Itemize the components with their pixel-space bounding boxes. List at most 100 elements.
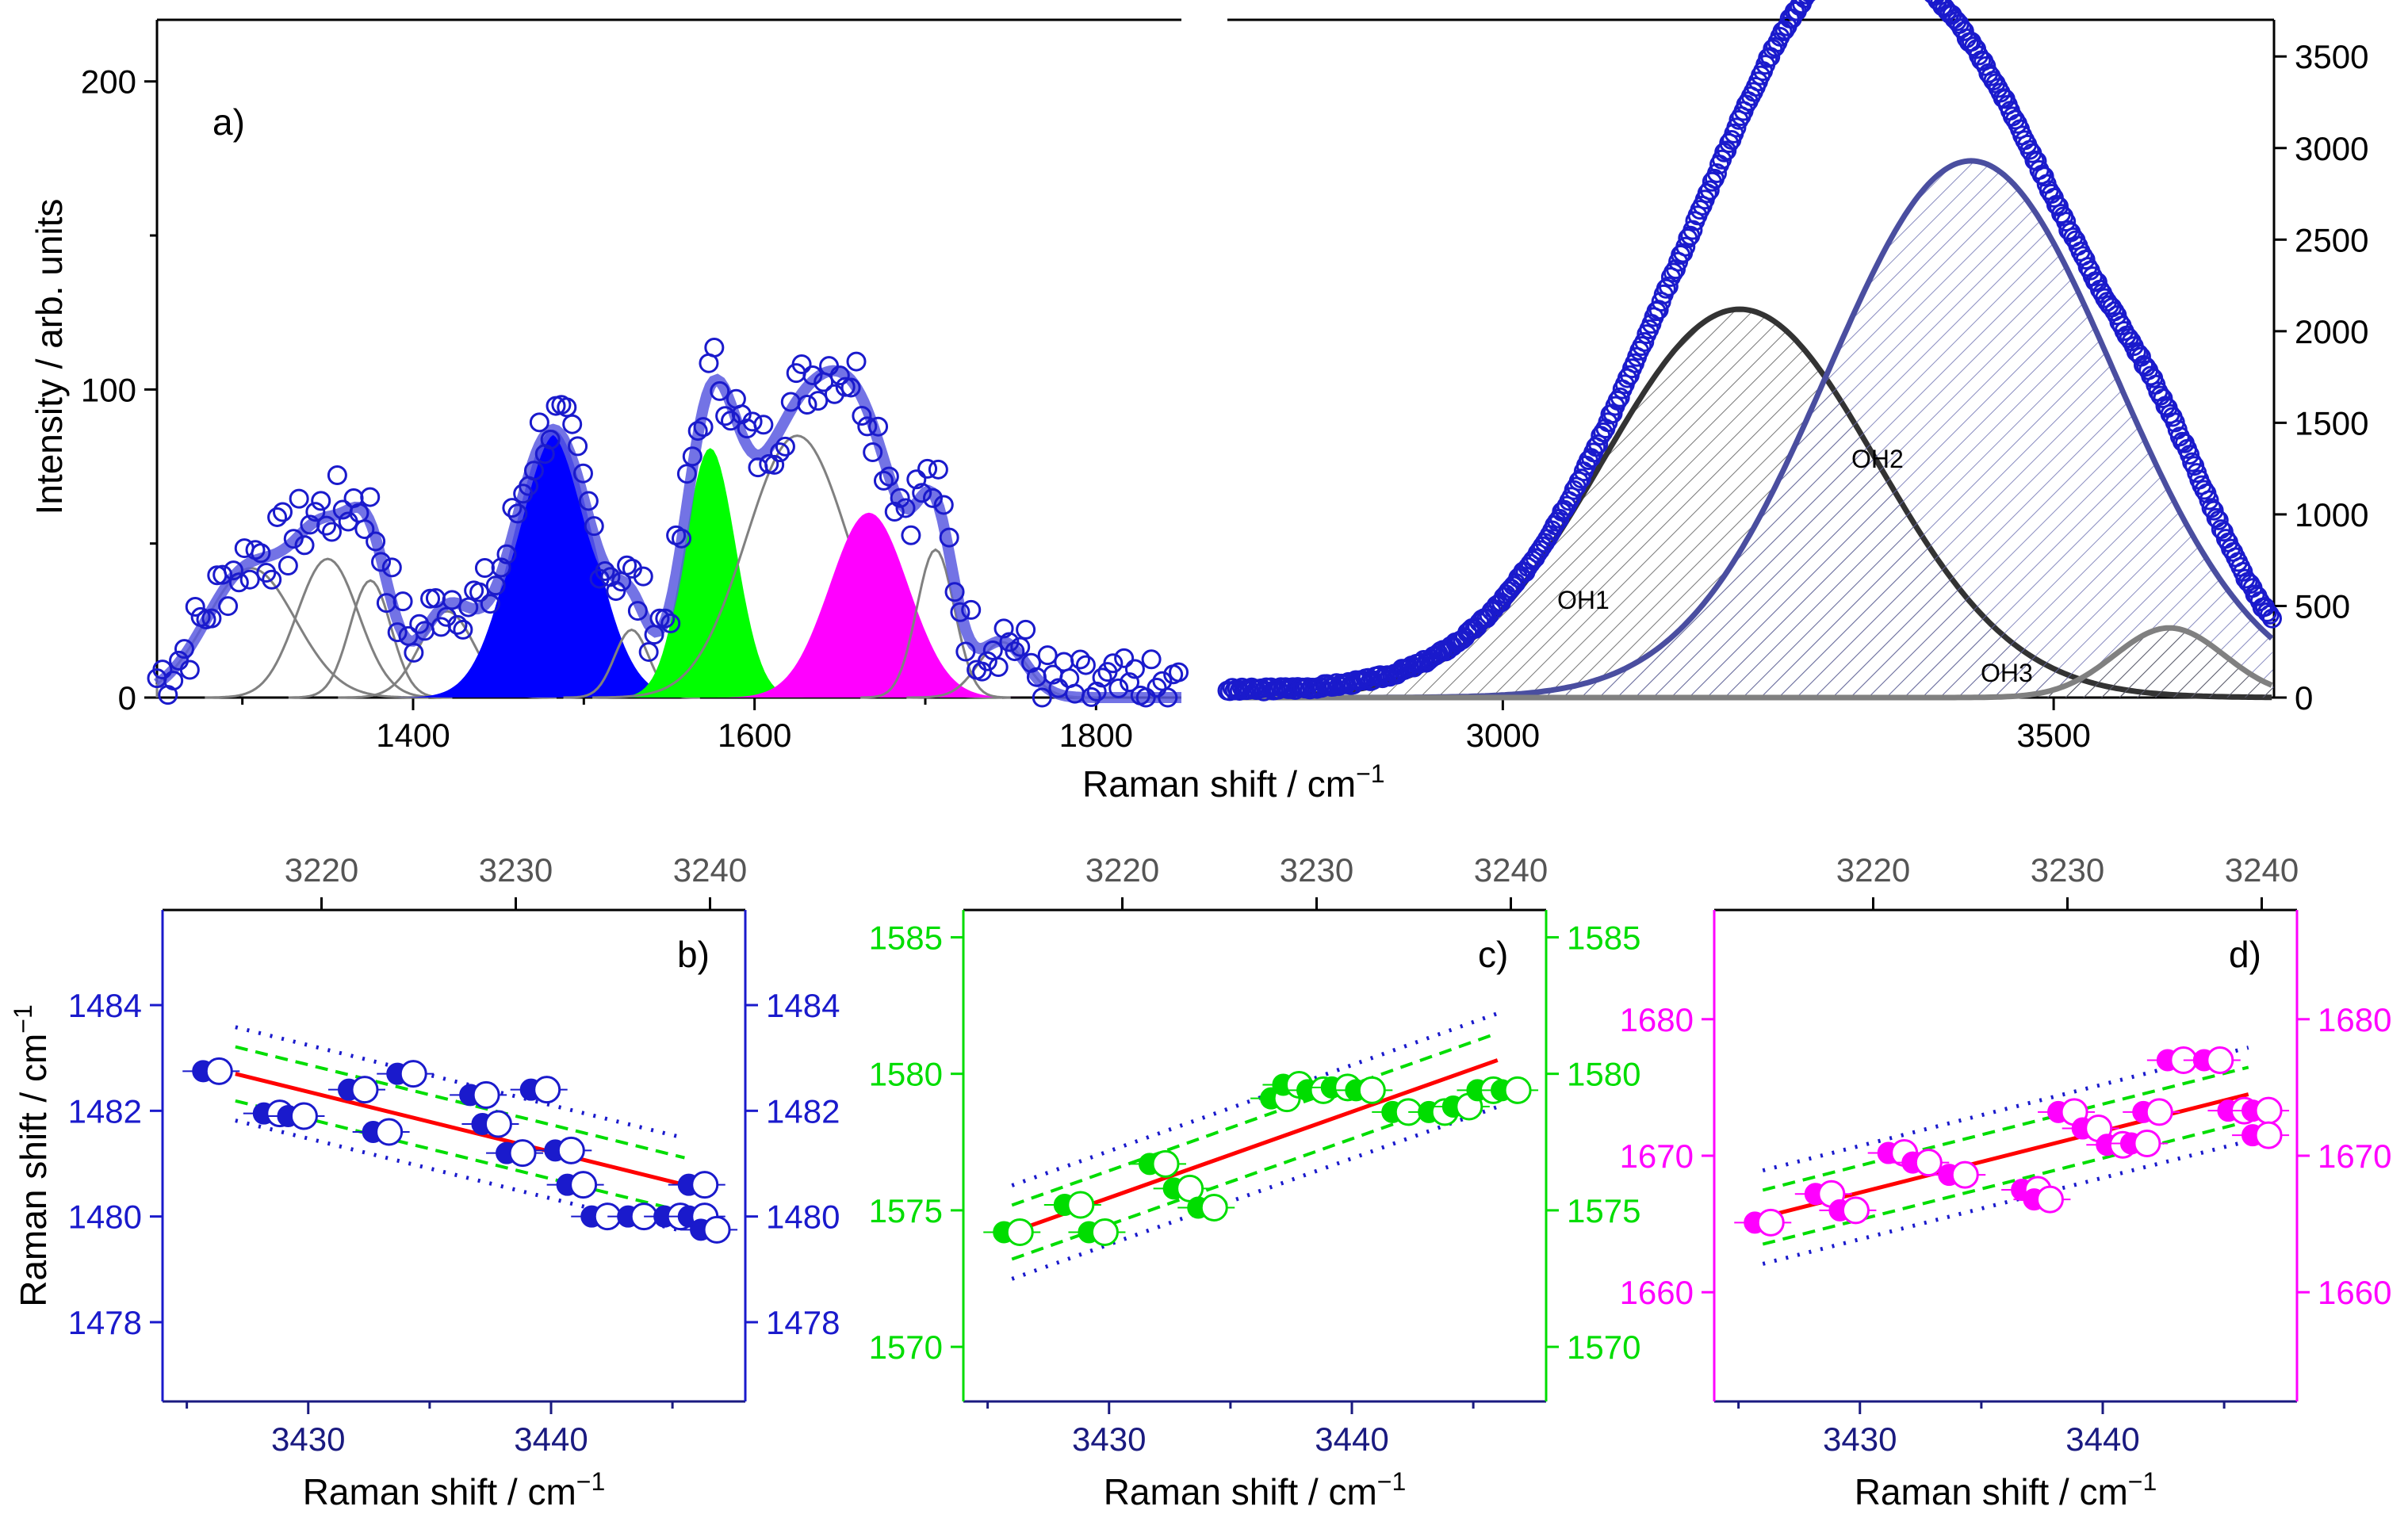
data-point-open <box>1951 1160 1979 1189</box>
data-point <box>808 391 829 411</box>
x-tick-label: 3500 <box>2016 717 2090 754</box>
data-point <box>316 515 337 536</box>
peak-hatch <box>1227 309 2274 698</box>
y-tick-label: 0 <box>118 679 136 717</box>
top-x-tick-label: 3240 <box>2225 851 2299 889</box>
data-point <box>1141 649 1162 670</box>
data-point <box>502 498 523 518</box>
top-x-tick-label: 3240 <box>673 851 747 889</box>
top-x-tick-label: 3220 <box>1085 851 1159 889</box>
data-point-open <box>2254 1121 2283 1149</box>
data-point <box>578 491 599 511</box>
data-point <box>1501 578 1522 598</box>
data-point <box>1016 619 1036 640</box>
y-tick-label-left: 1660 <box>1620 1274 1694 1311</box>
confidence-band <box>1762 1065 2249 1192</box>
x-axis-label-sup: −1 <box>1377 1467 1406 1496</box>
data-point <box>906 469 927 490</box>
data-point <box>2056 212 2077 232</box>
panel-c: 3220 3230 3240 3430 3440 1570 1570 1575 1575 1580… <box>869 851 1641 1512</box>
data-point <box>1794 0 1814 9</box>
data-point-open <box>508 1139 537 1168</box>
x-axis-label-text: Raman shift / cm <box>303 1471 576 1512</box>
data-point <box>2199 490 2219 510</box>
data-point <box>1935 0 1955 18</box>
data-point <box>360 487 381 507</box>
data-point <box>1037 645 1058 666</box>
data-point <box>1552 502 1572 522</box>
data-point <box>742 411 763 432</box>
peak-label: OH2 <box>1851 445 1904 473</box>
data-point <box>272 502 293 522</box>
peak-curve <box>1227 625 2273 701</box>
data-point <box>710 380 730 401</box>
data-point <box>239 569 260 590</box>
data-point-open <box>2035 1185 2064 1214</box>
data-point <box>1114 648 1135 668</box>
panel-d: 3220 3230 3240 3430 3440 1660 1660 1670 1670 1680… <box>1620 851 2392 1512</box>
panel-a-right: 0 500 1000 1500 2000 2500 3000 3500 3000 3500 OH1 O… <box>1217 0 2368 754</box>
data-point <box>447 614 468 635</box>
top-x-tick-label: 3220 <box>1836 851 1910 889</box>
y-tick-label-right: 1478 <box>766 1304 840 1341</box>
data-point <box>2004 109 2025 130</box>
confidence-band <box>1762 1119 2249 1246</box>
data-point <box>523 461 544 481</box>
data-point <box>944 582 965 602</box>
data-point <box>529 412 549 433</box>
data-point <box>1120 672 1140 693</box>
y-tick-label-right: 1482 <box>766 1092 840 1130</box>
data-point <box>890 487 910 508</box>
y-tick-label: 500 <box>2295 587 2350 625</box>
data-point <box>917 458 938 479</box>
data-point <box>278 556 298 576</box>
data-point <box>1607 390 1628 411</box>
data-point <box>840 377 861 398</box>
x-tick-label: 1800 <box>1059 717 1133 754</box>
data-point <box>474 558 495 579</box>
data-point <box>2116 325 2137 346</box>
data-point <box>753 415 774 435</box>
data-point <box>764 454 785 475</box>
y-tick-label-left: 1570 <box>869 1329 943 1366</box>
peak-curve <box>860 548 1011 699</box>
data-point <box>676 464 697 484</box>
data-point <box>1658 276 1679 296</box>
data-point <box>1719 132 1740 153</box>
data-point <box>791 354 812 374</box>
confidence-band <box>1011 1031 1499 1207</box>
data-point <box>305 502 326 522</box>
x-axis-label-text: Raman shift / cm <box>1855 1471 2128 1512</box>
y-tick-label-right: 1670 <box>2318 1137 2391 1175</box>
y-tick-label-right: 1680 <box>2318 1001 2391 1038</box>
y-tick-label: 3000 <box>2295 130 2368 167</box>
y-tick-label-left: 1670 <box>1620 1137 1694 1175</box>
data-point <box>655 608 676 629</box>
data-point <box>2261 608 2282 629</box>
data-point <box>649 608 670 629</box>
data-point <box>152 660 173 680</box>
confidence-band <box>235 1099 685 1214</box>
x-tick-label: 3430 <box>271 1420 345 1458</box>
data-point-open <box>1914 1149 1943 1177</box>
data-point <box>1663 262 1683 283</box>
data-point <box>2259 604 2280 625</box>
data-point <box>185 596 205 617</box>
y-tick-label-left: 1575 <box>869 1192 943 1229</box>
x-tick-label: 3430 <box>1823 1420 1897 1458</box>
y-tick-label-left: 1680 <box>1620 1001 1694 1038</box>
data-point <box>2208 510 2229 530</box>
data-point <box>568 436 588 457</box>
x-tick-label: 1600 <box>718 717 791 754</box>
data-point <box>1675 236 1696 257</box>
panel-label: b) <box>677 934 710 975</box>
peak-curve <box>288 579 453 699</box>
data-point <box>638 641 659 662</box>
data-point <box>977 651 997 671</box>
data-point <box>721 411 741 431</box>
data-point <box>431 617 451 637</box>
data-point <box>595 560 615 581</box>
data-point-open <box>1151 1149 1180 1178</box>
top-x-tick-label: 3230 <box>479 851 553 889</box>
